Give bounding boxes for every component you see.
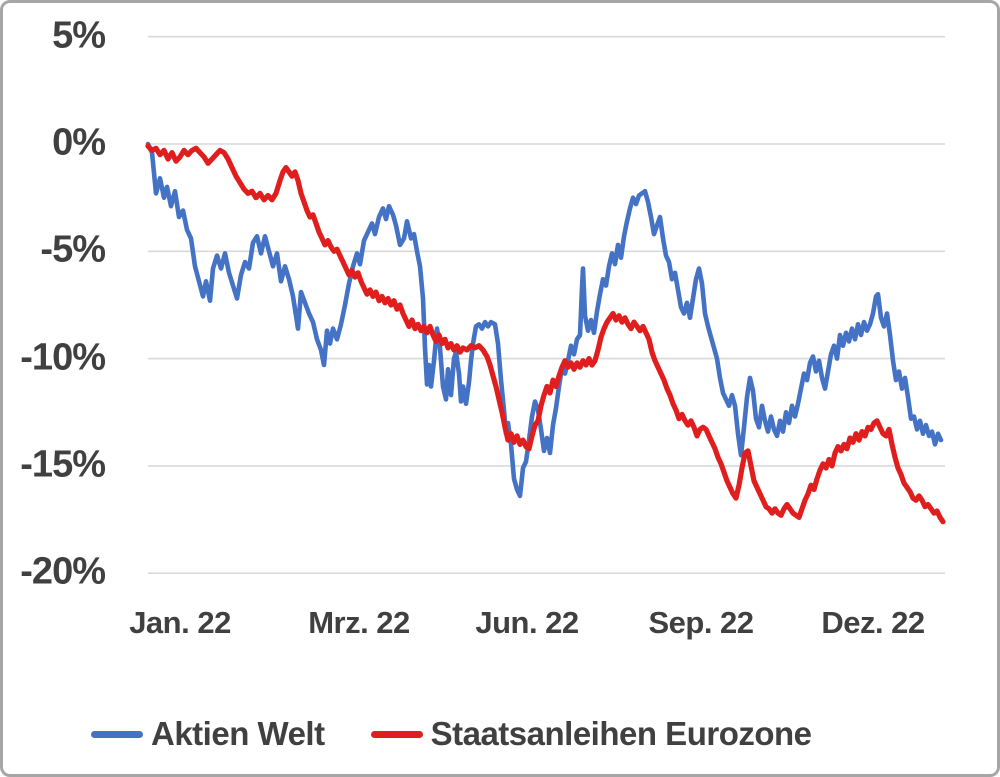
x-tick-label: Dez. 22 xyxy=(821,605,925,640)
line-chart-plot xyxy=(145,35,946,575)
y-tick-label: -20% xyxy=(20,550,106,593)
x-tick-label: Jan. 22 xyxy=(129,605,231,640)
y-tick-label: 5% xyxy=(52,14,106,57)
x-tick-label: Mrz. 22 xyxy=(308,605,410,640)
y-tick-label: -15% xyxy=(20,443,106,486)
legend-line-swatch-blue-icon xyxy=(91,730,143,738)
y-tick-label: 0% xyxy=(52,121,106,164)
legend-item-staatsanleihen-eurozone: Staatsanleihen Eurozone xyxy=(370,715,812,753)
legend-label: Aktien Welt xyxy=(151,715,325,752)
series-line-aktien-welt xyxy=(145,141,944,499)
legend-item-aktien-welt: Aktien Welt xyxy=(91,715,325,753)
y-tick-label: -5% xyxy=(40,228,106,271)
x-tick-label: Jun. 22 xyxy=(475,605,579,640)
x-tick-label: Sep. 22 xyxy=(648,605,754,640)
series-line-staatsanleihen-eurozone xyxy=(145,143,946,525)
y-tick-label: -10% xyxy=(20,336,106,379)
legend-label: Staatsanleihen Eurozone xyxy=(430,715,812,752)
chart-legend: Aktien Welt Staatsanleihen Eurozone xyxy=(91,709,812,759)
legend-line-swatch-red-icon xyxy=(370,730,423,738)
